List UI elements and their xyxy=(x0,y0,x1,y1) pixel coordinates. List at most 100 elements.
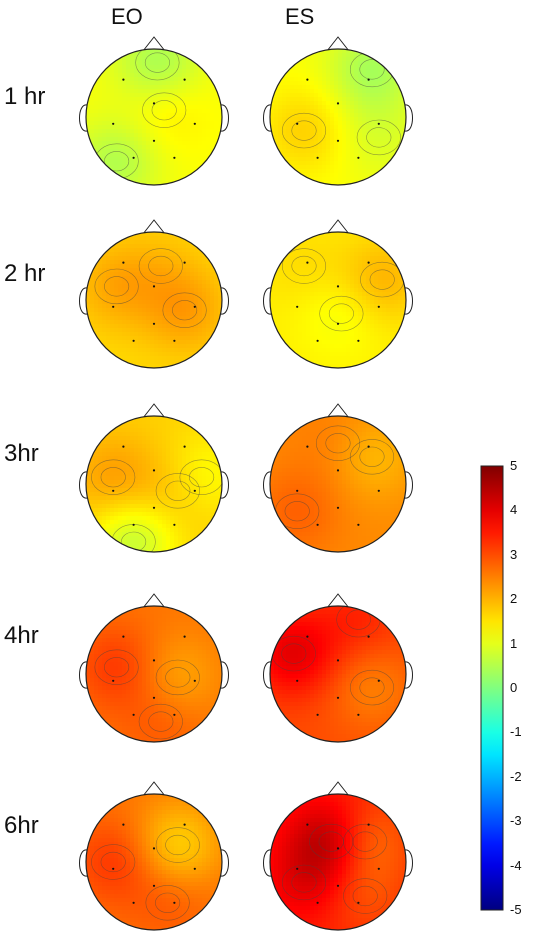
scalp-field xyxy=(270,49,406,185)
electrode-dot xyxy=(306,823,309,826)
electrode-dot xyxy=(377,489,380,492)
electrode-dot xyxy=(152,506,156,509)
electrode-dot xyxy=(306,78,309,81)
contour-line xyxy=(189,467,215,488)
nose-outline xyxy=(326,403,350,419)
contour-line xyxy=(91,459,136,495)
electrode-dot xyxy=(377,122,380,125)
row-label-2hr: 2 hr xyxy=(4,260,46,287)
contour-line xyxy=(352,885,378,907)
contour-line xyxy=(145,885,190,921)
head-outline xyxy=(85,605,223,743)
scalp-field xyxy=(86,49,222,185)
electrode-dot xyxy=(132,339,135,342)
left-ear-outline xyxy=(79,104,88,132)
electrode-dot xyxy=(296,489,299,492)
colorbar-tick-label: -1 xyxy=(510,724,522,740)
row-label-3hr: 3hr xyxy=(4,440,39,467)
electrode-dot xyxy=(367,261,370,264)
contour-line xyxy=(155,659,200,696)
electrode-dot xyxy=(183,261,186,264)
contour-line xyxy=(165,834,191,856)
right-ear-outline xyxy=(220,471,229,499)
electrode-dot xyxy=(132,901,135,904)
electrode-dot xyxy=(357,713,360,716)
contour-line xyxy=(343,823,388,860)
contour-line xyxy=(104,276,130,297)
electrode-dot xyxy=(173,156,176,159)
electrode-dot xyxy=(173,901,176,904)
contour-line xyxy=(281,643,307,664)
colorbar-tick-label: 1 xyxy=(510,635,518,651)
electrode-dot xyxy=(336,102,340,105)
electrode-dot xyxy=(152,139,156,142)
contour-line xyxy=(165,667,191,688)
contour-line xyxy=(94,649,139,685)
contour-line xyxy=(179,459,222,495)
column-label-eo: EO xyxy=(111,4,143,29)
electrode-dot xyxy=(132,523,135,526)
left-ear-outline xyxy=(79,849,88,877)
left-ear-outline xyxy=(263,104,272,132)
electrode-dot xyxy=(316,156,319,159)
head-outline xyxy=(269,48,407,186)
electrode-dot xyxy=(367,445,370,448)
electrode-dot xyxy=(336,659,340,662)
contour-line xyxy=(148,255,174,277)
right-ear-outline xyxy=(404,471,413,499)
colorbar-tick-label: 0 xyxy=(510,680,518,695)
right-ear-outline xyxy=(220,287,229,315)
right-ear-outline xyxy=(404,849,413,877)
electrode-dot xyxy=(152,285,156,288)
electrode-dot xyxy=(112,122,115,125)
nose-outline xyxy=(326,219,350,235)
head-outline xyxy=(269,793,407,931)
contour-line xyxy=(142,92,187,128)
electrode-dot xyxy=(367,78,370,81)
electrode-dot xyxy=(357,901,360,904)
nose-outline xyxy=(326,36,350,52)
contour-line xyxy=(352,831,378,852)
electrode-dot xyxy=(183,635,186,638)
electrode-dot xyxy=(336,506,340,509)
colorbar-tick-label: -4 xyxy=(510,857,522,873)
row-label-1hr: 1 hr xyxy=(4,83,46,110)
contour-line xyxy=(349,669,395,706)
electrode-dot xyxy=(316,339,319,342)
contour-line xyxy=(151,100,177,121)
electrode-dot xyxy=(152,847,156,850)
electrode-dot xyxy=(336,285,340,288)
contour-line xyxy=(345,609,371,630)
contour-line xyxy=(315,425,361,461)
right-ear-outline xyxy=(220,849,229,877)
colorbar-tick-label: 2 xyxy=(510,591,518,607)
head-outline xyxy=(269,415,407,553)
topoplot-head xyxy=(79,219,229,369)
colorbar-tick-label: 5 xyxy=(510,458,518,473)
colorbar-tick-label: -3 xyxy=(510,813,522,829)
left-ear-outline xyxy=(263,471,272,499)
electrode-dot xyxy=(367,635,370,638)
contour-line xyxy=(162,292,207,328)
contour-line xyxy=(281,864,327,901)
contour-line xyxy=(343,878,388,914)
electrode-dot xyxy=(152,696,156,699)
colorbar-tick-label: 3 xyxy=(510,546,518,562)
head-outline xyxy=(85,48,223,186)
electrode-dot xyxy=(336,696,340,699)
electrode-dot xyxy=(377,679,380,682)
electrode-dot xyxy=(306,261,309,264)
contour-line xyxy=(359,59,385,80)
colorbar-tick-label: -5 xyxy=(510,902,522,917)
electrode-dot xyxy=(122,635,125,638)
electrode-dot xyxy=(306,445,309,448)
nose-outline xyxy=(142,219,166,235)
electrode-dot xyxy=(367,823,370,826)
contour-line xyxy=(100,467,126,488)
contour-line xyxy=(369,269,395,290)
topoplot-head xyxy=(263,36,413,186)
nose-outline xyxy=(142,36,166,52)
electrode-dot xyxy=(152,884,156,887)
scalp-field xyxy=(270,232,406,368)
